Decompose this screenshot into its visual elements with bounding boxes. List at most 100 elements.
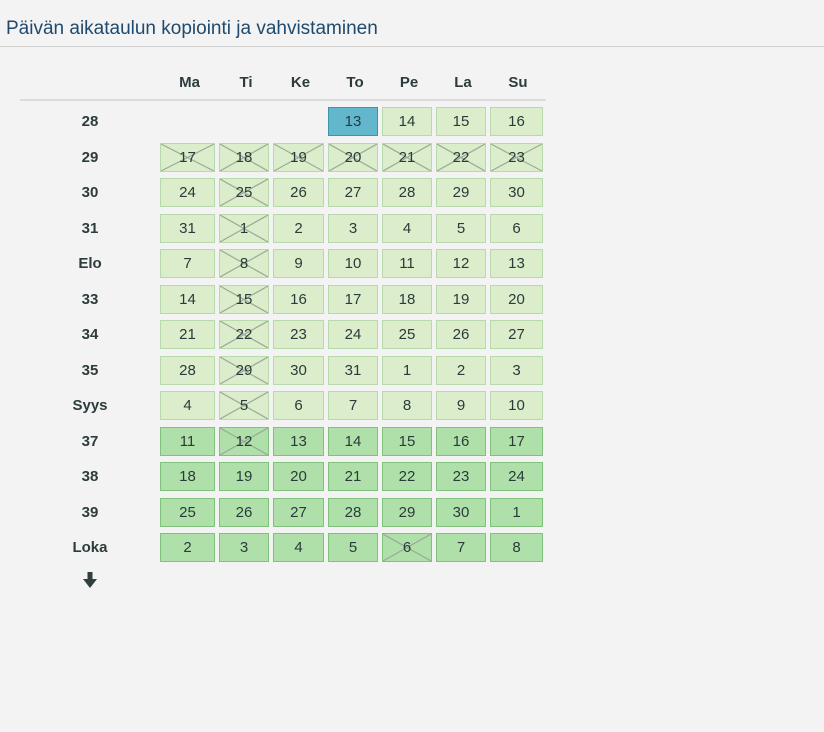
day-cell[interactable]: 4 bbox=[382, 213, 432, 243]
excluded-day-cell[interactable]: 22 bbox=[436, 142, 486, 172]
day-cell[interactable]: 17 bbox=[328, 284, 378, 314]
day-cell[interactable]: 13 bbox=[273, 426, 324, 456]
excluded-day-cell[interactable]: 23 bbox=[490, 142, 543, 172]
excluded-day-cell[interactable]: 6 bbox=[382, 533, 432, 563]
day-cell[interactable]: 25 bbox=[382, 320, 432, 350]
day-cell[interactable]: 24 bbox=[490, 462, 543, 492]
cross-icon bbox=[274, 144, 323, 171]
day-cell[interactable]: 28 bbox=[382, 178, 432, 208]
day-cell[interactable]: 2 bbox=[436, 355, 486, 385]
day-cell[interactable]: 31 bbox=[328, 355, 378, 385]
day-cell[interactable]: 8 bbox=[490, 533, 543, 563]
day-cell[interactable]: 21 bbox=[160, 320, 215, 350]
excluded-day-cell[interactable]: 17 bbox=[160, 142, 215, 172]
day-cell[interactable]: 16 bbox=[273, 284, 324, 314]
day-cell[interactable]: 5 bbox=[436, 213, 486, 243]
day-cell[interactable]: 4 bbox=[160, 391, 215, 421]
day-number: 8 bbox=[512, 539, 521, 557]
day-cell[interactable]: 14 bbox=[160, 284, 215, 314]
day-cell[interactable]: 3 bbox=[328, 213, 378, 243]
day-number: 21 bbox=[398, 148, 416, 166]
day-cell[interactable]: 18 bbox=[160, 462, 215, 492]
day-cell[interactable]: 11 bbox=[160, 426, 215, 456]
day-cell[interactable]: 3 bbox=[490, 355, 543, 385]
day-cell[interactable]: 30 bbox=[436, 497, 486, 527]
day-cell[interactable]: 24 bbox=[160, 178, 215, 208]
day-cell[interactable]: 15 bbox=[382, 426, 432, 456]
day-cell[interactable]: 5 bbox=[328, 533, 378, 563]
day-cell[interactable]: 20 bbox=[273, 462, 324, 492]
day-cell[interactable]: 21 bbox=[328, 462, 378, 492]
day-cell[interactable]: 2 bbox=[160, 533, 215, 563]
day-cell[interactable]: 11 bbox=[382, 249, 432, 279]
day-cell[interactable]: 7 bbox=[436, 533, 486, 563]
day-number: 12 bbox=[235, 432, 253, 450]
day-cell[interactable]: 31 bbox=[160, 213, 215, 243]
day-cell[interactable]: 9 bbox=[273, 249, 324, 279]
excluded-day-cell[interactable]: 29 bbox=[219, 355, 269, 385]
day-cell[interactable]: 4 bbox=[273, 533, 324, 563]
day-cell[interactable]: 8 bbox=[382, 391, 432, 421]
day-cell[interactable]: 30 bbox=[273, 355, 324, 385]
day-cell[interactable]: 26 bbox=[219, 497, 269, 527]
day-cell[interactable]: 27 bbox=[328, 178, 378, 208]
excluded-day-cell[interactable]: 5 bbox=[219, 391, 269, 421]
day-cell[interactable]: 27 bbox=[490, 320, 543, 350]
excluded-day-cell[interactable]: 25 bbox=[219, 178, 269, 208]
day-cell[interactable]: 19 bbox=[219, 462, 269, 492]
day-cell[interactable]: 26 bbox=[273, 178, 324, 208]
day-cell[interactable]: 10 bbox=[490, 391, 543, 421]
day-number: 20 bbox=[508, 290, 525, 308]
day-cell[interactable]: 26 bbox=[436, 320, 486, 350]
day-cell[interactable]: 16 bbox=[436, 426, 486, 456]
excluded-day-cell[interactable]: 15 bbox=[219, 284, 269, 314]
day-cell[interactable]: 14 bbox=[328, 426, 378, 456]
excluded-day-cell[interactable]: 8 bbox=[219, 249, 269, 279]
day-cell[interactable]: 10 bbox=[328, 249, 378, 279]
excluded-day-cell[interactable]: 22 bbox=[219, 320, 269, 350]
arrow-down-icon[interactable] bbox=[80, 570, 100, 590]
day-cell[interactable]: 7 bbox=[160, 249, 215, 279]
day-cell[interactable]: 6 bbox=[273, 391, 324, 421]
day-cell[interactable]: 20 bbox=[490, 284, 543, 314]
day-cell[interactable]: 9 bbox=[436, 391, 486, 421]
excluded-day-cell[interactable]: 19 bbox=[273, 142, 324, 172]
day-cell[interactable]: 28 bbox=[160, 355, 215, 385]
day-cell[interactable]: 16 bbox=[490, 107, 543, 137]
day-cell[interactable]: 22 bbox=[382, 462, 432, 492]
day-cell[interactable]: 6 bbox=[490, 213, 543, 243]
day-cell[interactable]: 1 bbox=[382, 355, 432, 385]
day-cell[interactable]: 23 bbox=[273, 320, 324, 350]
day-number: 24 bbox=[508, 468, 525, 486]
day-cell[interactable]: 30 bbox=[490, 178, 543, 208]
day-cell[interactable]: 3 bbox=[219, 533, 269, 563]
day-cell[interactable]: 2 bbox=[273, 213, 324, 243]
day-cell[interactable]: 29 bbox=[436, 178, 486, 208]
week-row: 39 25 26 27 28 29 30 1 bbox=[20, 495, 546, 531]
day-number: 27 bbox=[508, 326, 525, 344]
excluded-day-cell[interactable]: 12 bbox=[219, 426, 269, 456]
day-cell[interactable]: 12 bbox=[436, 249, 486, 279]
day-cell[interactable]: 23 bbox=[436, 462, 486, 492]
day-cell[interactable]: 15 bbox=[436, 107, 486, 137]
day-cell[interactable]: 7 bbox=[328, 391, 378, 421]
day-cell[interactable]: 27 bbox=[273, 497, 324, 527]
excluded-day-cell[interactable]: 18 bbox=[219, 142, 269, 172]
excluded-day-cell[interactable]: 1 bbox=[219, 213, 269, 243]
day-cell[interactable]: 1 bbox=[490, 497, 543, 527]
selected-day-cell[interactable]: 13 bbox=[328, 107, 378, 137]
day-cell[interactable]: 25 bbox=[160, 497, 215, 527]
day-cell[interactable]: 13 bbox=[490, 249, 543, 279]
day-cell[interactable]: 28 bbox=[328, 497, 378, 527]
day-number: 6 bbox=[512, 219, 521, 237]
day-cell[interactable]: 24 bbox=[328, 320, 378, 350]
week-label: Loka bbox=[72, 539, 108, 557]
day-cell[interactable]: 29 bbox=[382, 497, 432, 527]
excluded-day-cell[interactable]: 20 bbox=[328, 142, 378, 172]
day-cell[interactable]: 14 bbox=[382, 107, 432, 137]
weekday-header-wed: Ke bbox=[290, 74, 311, 91]
day-cell[interactable]: 18 bbox=[382, 284, 432, 314]
day-cell[interactable]: 19 bbox=[436, 284, 486, 314]
excluded-day-cell[interactable]: 21 bbox=[382, 142, 432, 172]
day-cell[interactable]: 17 bbox=[490, 426, 543, 456]
